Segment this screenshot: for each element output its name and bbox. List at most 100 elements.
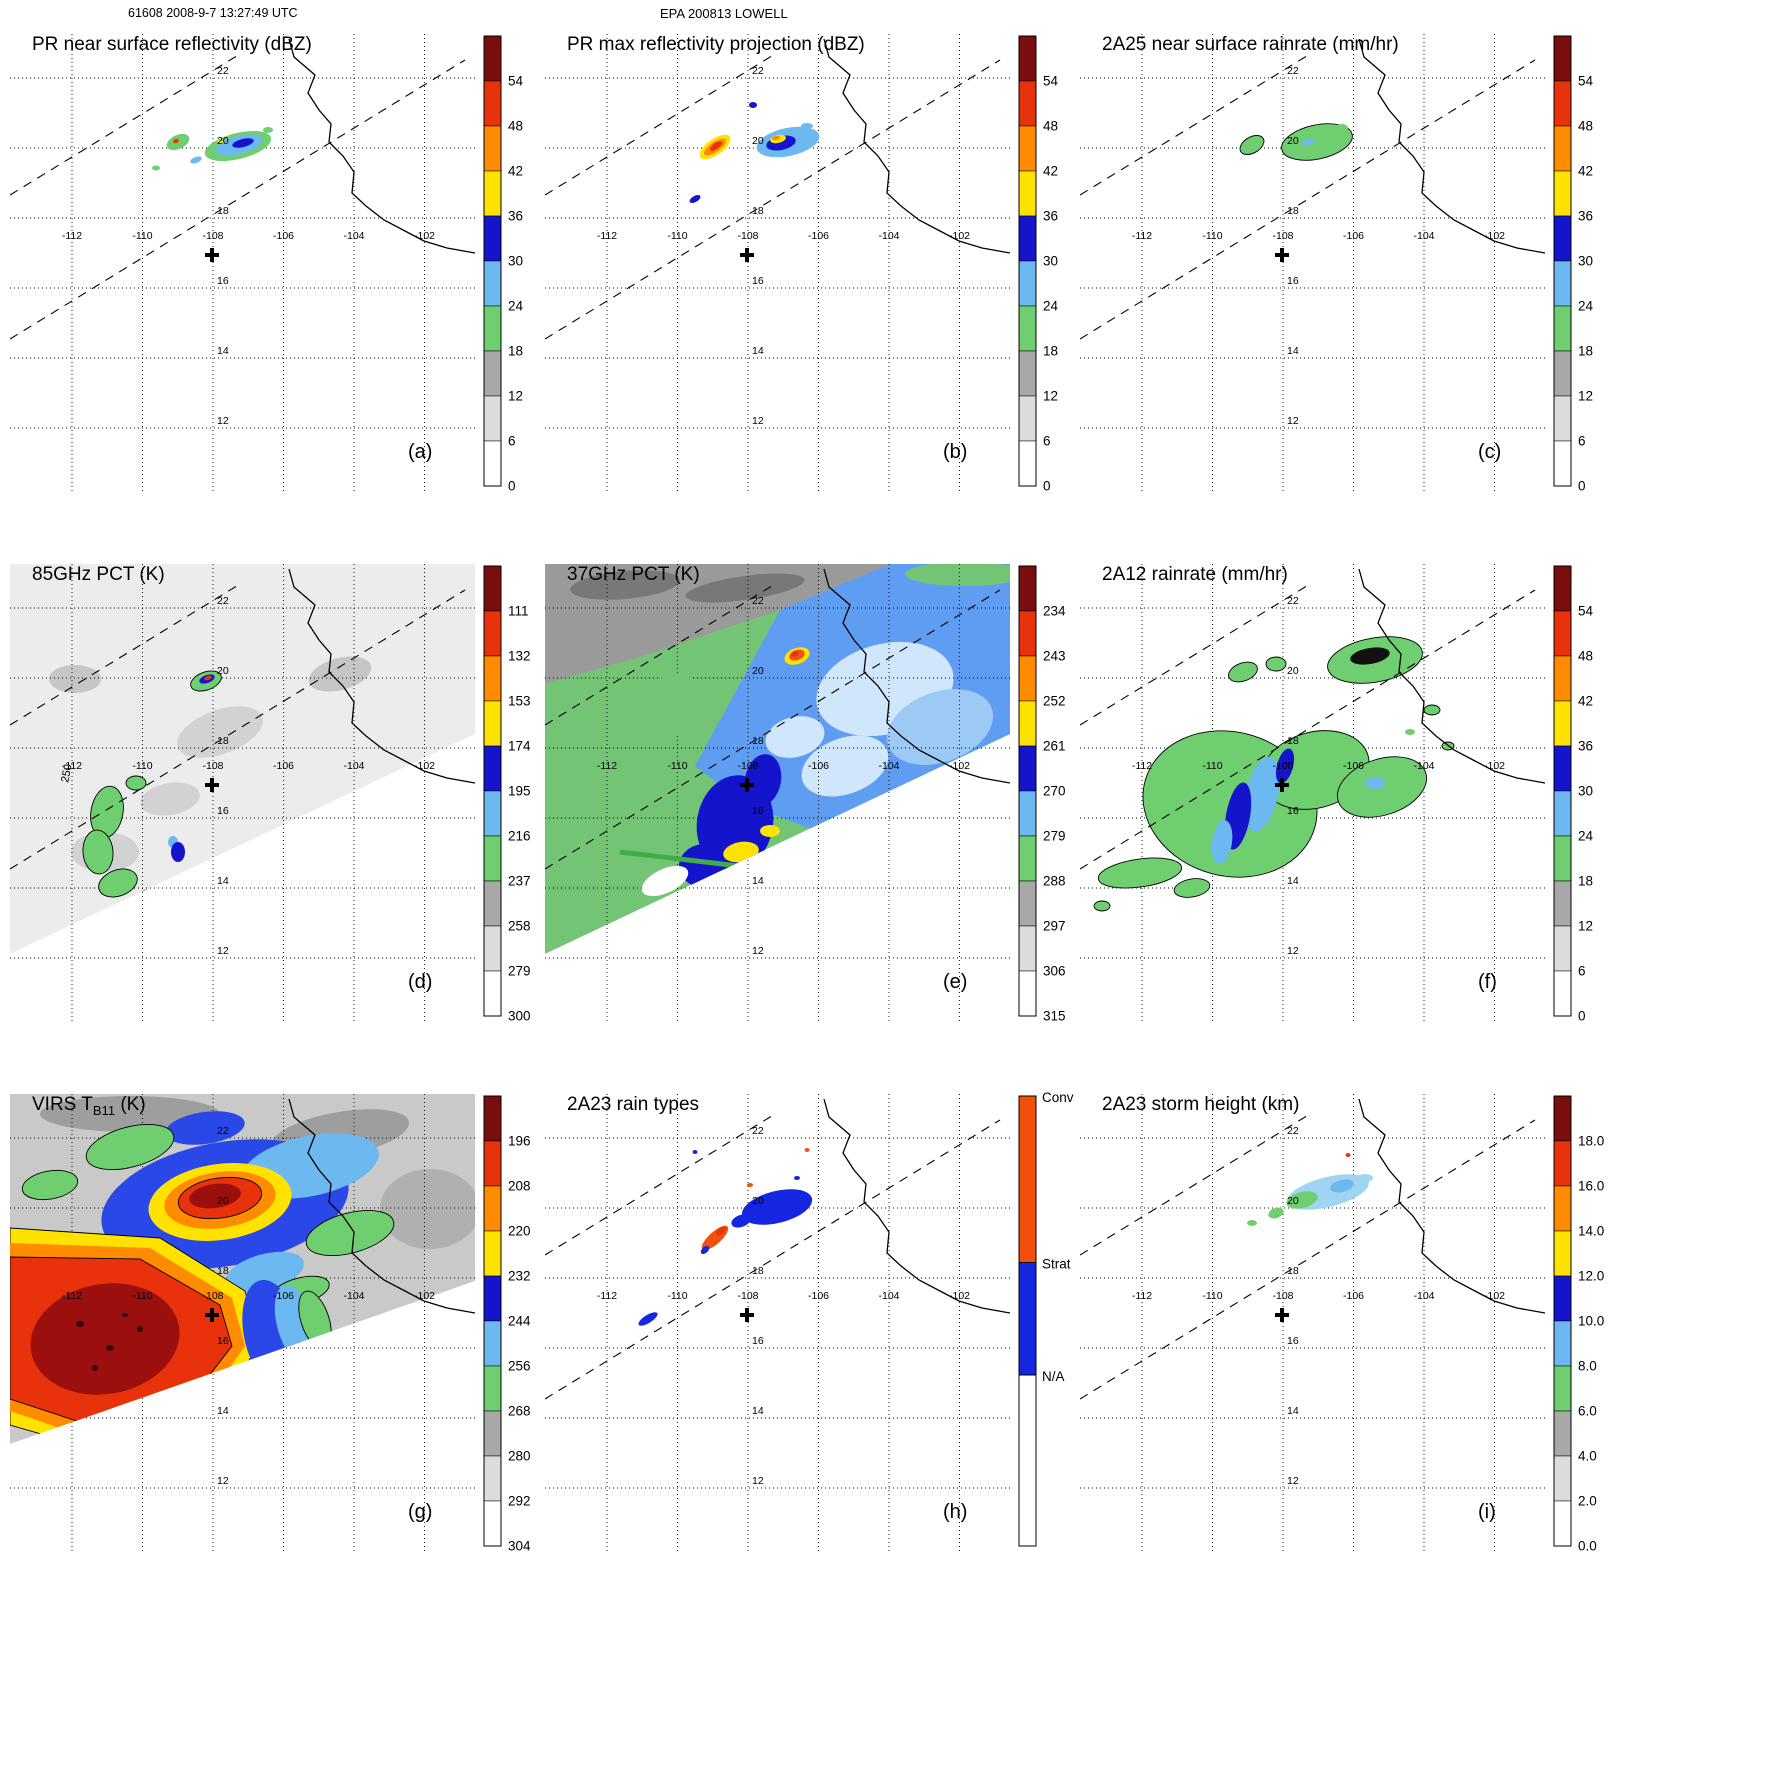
lat-label: 16 [1287, 275, 1299, 287]
panel-title: 85GHz PCT (K) [32, 564, 165, 585]
colorbar-segment [1553, 35, 1572, 82]
colorbar-tick-label: 315 [1043, 1009, 1066, 1024]
colorbar-segment [1018, 1095, 1037, 1263]
colorbar-tick-label: 0 [1578, 479, 1586, 494]
colorbar-segment [1018, 260, 1037, 307]
swath-edge-lines [545, 1113, 1001, 1400]
colorbar-segment [1553, 835, 1572, 882]
lat-label: 14 [217, 345, 229, 357]
colorbar-segment [483, 970, 502, 1017]
colorbar-segment [483, 1365, 502, 1412]
map-feature [1286, 1191, 1318, 1209]
lat-label: 12 [217, 415, 229, 427]
colorbar: 54 48 42 36 30 24 18 12 6 0 [1553, 565, 1594, 1024]
panel-d: -112 -110 -108 -106 -104 -102 22 20 18 16 14 12 250 (… [10, 556, 570, 1044]
data-features [689, 102, 820, 203]
map-feature [380, 1169, 475, 1249]
colorbar-segment [1018, 925, 1037, 972]
colorbar-segment [1553, 215, 1572, 262]
lat-label: 22 [1287, 1125, 1299, 1137]
lat-label: 14 [217, 875, 229, 887]
panel-h: -112 -110 -108 -106 -104 -102 22 20 18 16 14 12 (h) 2… [545, 1086, 1105, 1574]
colorbar-tick-label: 36 [508, 209, 523, 224]
colorbar-tick-label: 24 [508, 299, 524, 314]
map-feature [1211, 820, 1233, 864]
coastline [1358, 38, 1545, 254]
colorbar-tick-label: 18 [1578, 344, 1593, 359]
colorbar-segment [1018, 440, 1037, 487]
swath-edge-lines [10, 53, 466, 340]
lon-label: -102 [414, 1290, 435, 1302]
colorbar-segment [1018, 395, 1037, 442]
colorbar-tick-label: 279 [508, 964, 531, 979]
colorbar-segment [1018, 790, 1037, 837]
colorbar-segment [483, 745, 502, 792]
lat-label: 20 [752, 1195, 764, 1207]
panel-e: -112 -110 -108 -106 -104 -102 22 20 18 16 14 12 (e) 3… [545, 556, 1105, 1044]
colorbar-segment [483, 880, 502, 927]
map-feature [747, 1183, 753, 1187]
colorbar-tick-label: 111 [508, 604, 529, 619]
lat-label: 16 [217, 805, 229, 817]
colorbar-segment [1018, 125, 1037, 172]
colorbar-tick-label: 48 [508, 119, 523, 134]
colorbar-segment [1018, 35, 1037, 82]
coastline [823, 38, 1010, 254]
storm-name-header: EPA 200813 LOWELL [660, 6, 788, 21]
axis-labels: -112 -110 -108 -106 -104 -102 22 20 18 16 14 12 [597, 65, 970, 427]
lat-label: 12 [217, 1475, 229, 1487]
lat-label: 20 [752, 135, 764, 147]
lat-label: 12 [752, 415, 764, 427]
lon-label: -104 [878, 760, 899, 772]
panel-title: VIRS TB11 (K) [32, 1094, 146, 1118]
panel-svg: -112 -110 -108 -106 -104 -102 22 20 18 16 14 12 (c) 2… [1080, 34, 1594, 494]
lon-label: -104 [1413, 760, 1434, 772]
colorbar-segment [483, 1095, 502, 1142]
colorbar-segment [1553, 1455, 1572, 1502]
colorbar-tick-label: 42 [508, 164, 523, 179]
lat-lon-grid [545, 34, 1010, 494]
colorbar-segment [1553, 1230, 1572, 1277]
colorbar-segment [483, 700, 502, 747]
colorbar-segment [1553, 260, 1572, 307]
panel-b: -112 -110 -108 -106 -104 -102 22 20 18 16 14 12 (b) P… [545, 26, 1105, 514]
colorbar-category-label: N/A [1042, 1369, 1065, 1384]
colorbar-tick-label: 261 [1043, 739, 1066, 754]
data-features [1247, 1153, 1373, 1226]
colorbar-tick-label: 54 [1578, 604, 1594, 619]
map-feature [232, 138, 254, 148]
storm-center-marker [205, 248, 219, 262]
colorbar-tick-label: 220 [508, 1224, 531, 1239]
panel-letter: (a) [408, 441, 432, 463]
map-area: -112 -110 -108 -106 -104 -102 22 20 18 16 14 12 (g) V… [10, 1094, 475, 1554]
colorbar: 54 48 42 36 30 24 18 12 6 0 [1018, 35, 1059, 494]
storm-center-marker [205, 1308, 219, 1322]
data-features [1093, 636, 1455, 912]
colorbar-segment [1553, 745, 1572, 792]
colorbar-segment [1018, 655, 1037, 702]
lon-label: -106 [808, 760, 829, 772]
map-feature [1423, 704, 1441, 716]
colorbar-segment [1553, 1500, 1572, 1547]
lon-label: -112 [597, 760, 617, 772]
colorbar-tick-label: 0.0 [1578, 1539, 1597, 1554]
colorbar-tick-label: 12 [1578, 919, 1593, 934]
panel-letter: (i) [1478, 1501, 1496, 1523]
colorbar-tick-label: 279 [1043, 829, 1066, 844]
colorbar-tick-label: 24 [1578, 829, 1594, 844]
panel-letter: (d) [408, 971, 432, 993]
colorbar-frame [1553, 1095, 1572, 1547]
lon-label: -108 [1272, 760, 1293, 772]
map-feature [1301, 138, 1315, 146]
lat-label: 16 [217, 275, 229, 287]
colorbar-tick-label: 42 [1578, 694, 1593, 709]
map-feature [570, 570, 680, 600]
panel-svg: -112 -110 -108 -106 -104 -102 22 20 18 16 14 12 (f) 2… [1080, 564, 1594, 1024]
colorbar: 111 132 153 174 195 216 237 258 279 300 [483, 565, 531, 1024]
colorbar-category-label: Strat [1042, 1257, 1071, 1272]
coastline [288, 568, 475, 784]
lat-label: 18 [752, 1265, 764, 1277]
colorbar-tick-label: 232 [508, 1269, 531, 1284]
lat-lon-grid [10, 34, 475, 494]
colorbar-segment [1018, 80, 1037, 127]
